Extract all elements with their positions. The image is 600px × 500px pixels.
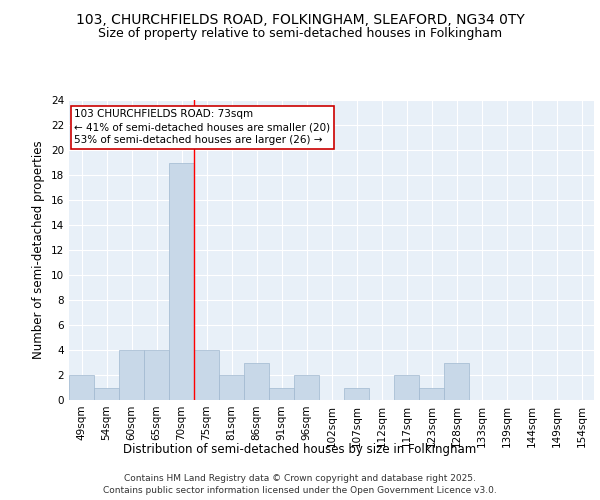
Bar	[244, 362, 269, 400]
Bar	[69, 375, 94, 400]
Y-axis label: Number of semi-detached properties: Number of semi-detached properties	[32, 140, 46, 360]
Text: Size of property relative to semi-detached houses in Folkingham: Size of property relative to semi-detach…	[98, 28, 502, 40]
Bar	[294, 375, 319, 400]
Bar	[144, 350, 169, 400]
Bar	[344, 388, 369, 400]
Bar	[269, 388, 294, 400]
Text: 103, CHURCHFIELDS ROAD, FOLKINGHAM, SLEAFORD, NG34 0TY: 103, CHURCHFIELDS ROAD, FOLKINGHAM, SLEA…	[76, 12, 524, 26]
Bar	[219, 375, 244, 400]
Bar	[119, 350, 144, 400]
Text: Distribution of semi-detached houses by size in Folkingham: Distribution of semi-detached houses by …	[124, 442, 476, 456]
Text: Contains HM Land Registry data © Crown copyright and database right 2025.
Contai: Contains HM Land Registry data © Crown c…	[103, 474, 497, 495]
Text: 103 CHURCHFIELDS ROAD: 73sqm
← 41% of semi-detached houses are smaller (20)
53% : 103 CHURCHFIELDS ROAD: 73sqm ← 41% of se…	[74, 109, 331, 146]
Bar	[444, 362, 469, 400]
Bar	[194, 350, 219, 400]
Bar	[94, 388, 119, 400]
Bar	[394, 375, 419, 400]
Bar	[419, 388, 444, 400]
Bar	[169, 162, 194, 400]
